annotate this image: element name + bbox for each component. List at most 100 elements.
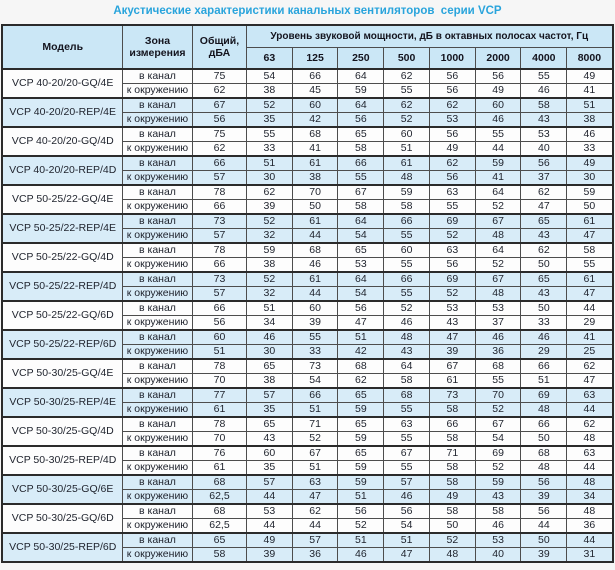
table-row: VCP 50-30/25-GQ/6D в канал 68 53 62 56 56 58 58 5… [1,503,614,534]
total-dba-cell: 57 [191,286,247,302]
band-level-cell: 55 [291,329,339,345]
band-level-cell: 58 [428,431,476,447]
band-level-cell: 39 [245,199,293,215]
band-level-cell: 46 [474,518,522,534]
zone-cell: к окружению [121,547,193,563]
band-level-cell: 63 [383,416,430,432]
band-level-cell: 58 [428,402,476,418]
model-cell: VCP 50-30/25-GQ/6D [1,503,123,534]
band-level-cell: 53 [337,257,385,273]
band-level-cell: 46 [474,329,522,345]
band-level-cell: 44 [520,518,568,534]
zone-cell: к окружению [121,257,193,273]
zone-cell: в канал [121,474,193,490]
zone-cell: к окружению [121,489,193,505]
band-level-cell: 50 [428,518,476,534]
band-level-cell: 68 [520,445,568,461]
band-level-cell: 52 [474,257,522,273]
band-level-cell: 50 [520,431,568,447]
band-level-cell: 29 [566,315,614,331]
total-dba-cell: 51 [191,344,247,360]
band-level-cell: 63 [291,474,339,490]
band-level-cell: 38 [245,83,293,99]
band-level-cell: 64 [474,184,522,200]
band-level-cell: 44 [245,518,293,534]
band-level-cell: 65 [337,242,385,258]
band-level-cell: 47 [383,547,430,563]
band-level-cell: 39 [245,547,293,563]
band-level-cell: 47 [428,329,476,345]
zone-cell: в канал [121,300,193,316]
total-dba-cell: 75 [191,68,247,84]
band-level-cell: 69 [474,445,522,461]
band-level-cell: 51 [337,489,385,505]
zone-cell: в канал [121,213,193,229]
band-level-cell: 60 [474,97,522,113]
band-level-cell: 41 [474,170,522,186]
zone-cell: к окружению [121,83,193,99]
band-level-cell: 48 [383,170,430,186]
table-row: к окружению 70 43 52 59 55 58 54 50 48 [2,431,614,447]
band-level-cell: 49 [566,68,614,84]
band-level-cell: 39 [291,315,339,331]
zone-cell: в канал [121,329,193,345]
band-level-cell: 55 [566,257,614,273]
band-level-cell: 59 [337,474,385,490]
zone-cell: в канал [121,387,193,403]
band-level-cell: 68 [383,387,430,403]
band-level-cell: 47 [566,373,614,389]
band-level-cell: 66 [520,358,568,374]
band-level-cell: 48 [520,460,568,476]
band-level-cell: 69 [428,271,476,287]
band-level-cell: 57 [291,532,339,548]
band-level-cell: 62 [566,358,614,374]
total-dba-cell: 58 [191,547,247,563]
band-level-cell: 55 [428,199,476,215]
band-level-cell: 62 [383,97,430,113]
band-level-cell: 73 [428,387,476,403]
band-level-cell: 56 [520,503,568,519]
table-row: к окружению 57 32 44 54 55 52 48 43 47 [2,286,614,302]
band-level-cell: 42 [291,112,339,128]
band-level-cell: 62 [291,503,339,519]
band-level-cell: 58 [520,97,568,113]
band-level-cell: 52 [474,402,522,418]
band-level-cell: 52 [245,271,293,287]
header-freq-125: 125 [291,47,339,70]
zone-cell: в канал [121,358,193,374]
band-level-cell: 31 [566,547,614,563]
band-level-cell: 44 [474,141,522,157]
band-level-cell: 53 [520,126,568,142]
total-dba-cell: 66 [191,257,247,273]
band-level-cell: 65 [337,445,385,461]
band-level-cell: 44 [566,300,614,316]
zone-cell: к окружению [121,402,193,418]
band-level-cell: 38 [291,170,339,186]
band-level-cell: 39 [520,489,568,505]
band-level-cell: 36 [474,344,522,360]
band-level-cell: 58 [383,199,430,215]
total-dba-cell: 57 [191,170,247,186]
band-level-cell: 53 [245,503,293,519]
band-level-cell: 50 [520,532,568,548]
band-level-cell: 60 [383,242,430,258]
band-level-cell: 38 [566,112,614,128]
total-dba-cell: 56 [191,112,247,128]
band-level-cell: 65 [245,358,293,374]
table-row: к окружению 62,5 44 44 52 54 50 46 44 36 [2,518,614,534]
band-level-cell: 43 [520,286,568,302]
band-level-cell: 56 [337,300,385,316]
zone-cell: к окружению [121,460,193,476]
band-level-cell: 52 [245,213,293,229]
table-row: VCP 40-20/20-REP/4D в канал 66 51 61 66 61 62 59… [1,155,614,186]
band-level-cell: 56 [428,83,476,99]
zone-cell: в канал [121,532,193,548]
zone-cell: к окружению [121,199,193,215]
band-level-cell: 52 [337,518,385,534]
total-dba-cell: 61 [191,460,247,476]
total-dba-cell: 70 [191,431,247,447]
band-level-cell: 53 [474,300,522,316]
band-level-cell: 48 [566,503,614,519]
band-level-cell: 71 [291,416,339,432]
table-row: VCP 40-20/20-REP/4E в канал 67 52 60 64 62 62 60… [1,97,614,128]
